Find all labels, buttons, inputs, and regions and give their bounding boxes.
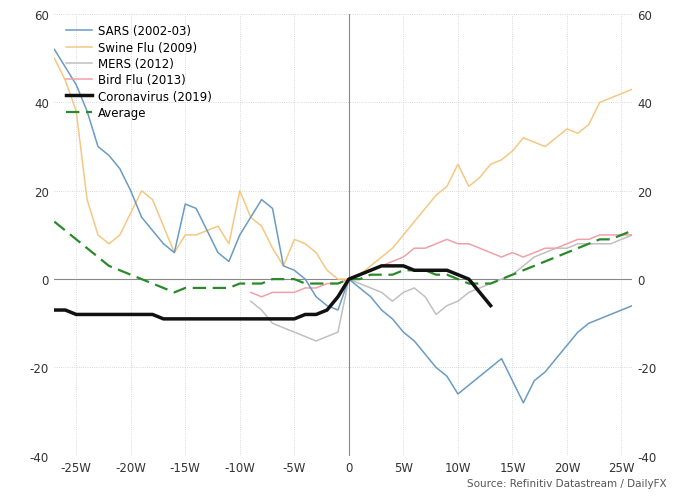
- Swine Flu (2009): [269, 245, 277, 252]
- Average: [148, 281, 156, 287]
- MERS (2012): [399, 290, 407, 296]
- Average: [279, 277, 288, 283]
- SARS (2002-03): [367, 294, 375, 300]
- Swine Flu (2009): [454, 162, 462, 168]
- MERS (2012): [443, 303, 451, 309]
- Text: Source: Refinitiv Datastream / DailyFX: Source: Refinitiv Datastream / DailyFX: [466, 478, 666, 488]
- Coronavirus (2019): [388, 264, 396, 270]
- SARS (2002-03): [399, 330, 407, 336]
- Line: SARS (2002-03): SARS (2002-03): [54, 50, 632, 403]
- Swine Flu (2009): [410, 219, 418, 225]
- Average: [410, 268, 418, 274]
- Legend: SARS (2002-03), Swine Flu (2009), MERS (2012), Bird Flu (2013), Coronavirus (201: SARS (2002-03), Swine Flu (2009), MERS (…: [66, 26, 212, 120]
- Swine Flu (2009): [399, 232, 407, 238]
- SARS (2002-03): [443, 374, 451, 380]
- SARS (2002-03): [628, 303, 636, 309]
- Coronavirus (2019): [148, 312, 156, 318]
- MERS (2012): [269, 321, 277, 327]
- MERS (2012): [367, 286, 375, 292]
- Coronavirus (2019): [443, 268, 451, 274]
- Swine Flu (2009): [334, 277, 342, 283]
- SARS (2002-03): [148, 228, 156, 234]
- Coronavirus (2019): [399, 264, 407, 270]
- Coronavirus (2019): [50, 308, 58, 314]
- Bird Flu (2013): [367, 268, 375, 274]
- Average: [454, 277, 462, 283]
- Average: [399, 268, 407, 274]
- Swine Flu (2009): [377, 255, 386, 261]
- Bird Flu (2013): [388, 259, 396, 265]
- Bird Flu (2013): [269, 290, 277, 296]
- MERS (2012): [388, 299, 396, 305]
- SARS (2002-03): [50, 47, 58, 53]
- Swine Flu (2009): [628, 87, 636, 93]
- SARS (2002-03): [269, 206, 277, 212]
- Bird Flu (2013): [628, 232, 636, 238]
- Line: Coronavirus (2019): Coronavirus (2019): [54, 267, 491, 319]
- Swine Flu (2009): [148, 197, 156, 203]
- Line: MERS (2012): MERS (2012): [251, 235, 632, 341]
- SARS (2002-03): [388, 316, 396, 322]
- Line: Average: Average: [54, 222, 632, 293]
- Line: Swine Flu (2009): Swine Flu (2009): [54, 59, 632, 280]
- Average: [170, 290, 178, 296]
- Average: [377, 272, 386, 278]
- Average: [628, 228, 636, 234]
- SARS (2002-03): [520, 400, 528, 406]
- Line: Bird Flu (2013): Bird Flu (2013): [251, 235, 632, 297]
- Coronavirus (2019): [367, 268, 375, 274]
- Average: [50, 219, 58, 225]
- MERS (2012): [628, 232, 636, 238]
- Bird Flu (2013): [443, 237, 451, 243]
- Bird Flu (2013): [399, 255, 407, 261]
- Coronavirus (2019): [269, 316, 277, 322]
- Swine Flu (2009): [50, 56, 58, 62]
